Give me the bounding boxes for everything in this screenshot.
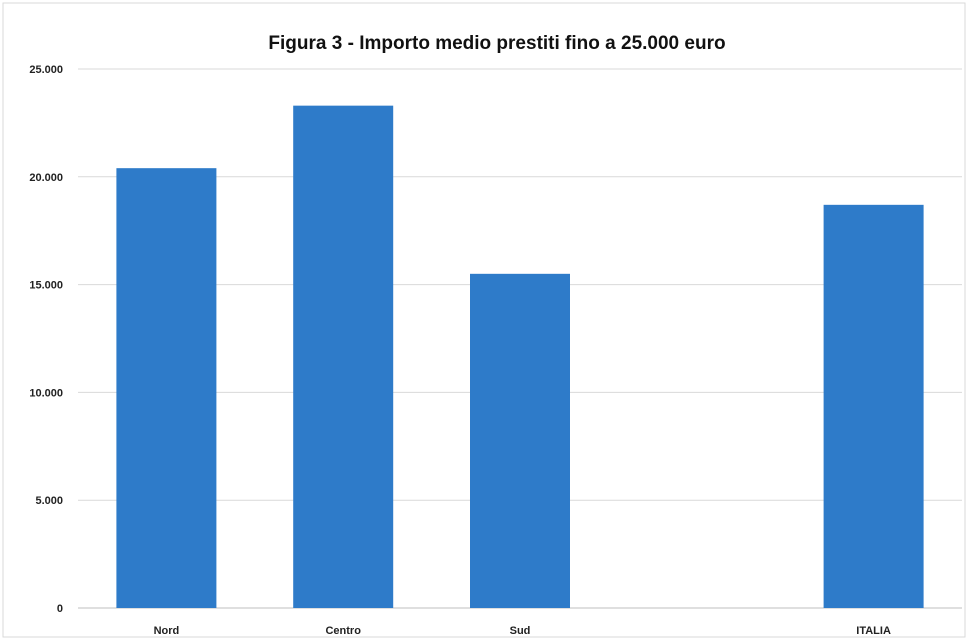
- bars: [116, 105, 924, 608]
- x-category-label: Nord: [154, 625, 180, 637]
- gridlines: [78, 68, 962, 609]
- y-axis-ticks: 0 5.000 10.000 15.000 20.000 25.000: [29, 64, 63, 615]
- x-category-label: ITALIA: [856, 625, 891, 637]
- chart-title: Figura 3 - Importo medio prestiti fino a…: [268, 33, 725, 54]
- bar-centro: [293, 105, 394, 608]
- x-category-label: Sud: [510, 625, 531, 637]
- bar-italia: [823, 204, 924, 608]
- y-tick-label: 10.000: [29, 387, 63, 399]
- x-axis-labels: Nord Centro Sud ITALIA: [154, 625, 891, 637]
- y-tick-label: 20.000: [29, 172, 63, 184]
- y-tick-label: 15.000: [29, 280, 63, 292]
- y-tick-label: 5.000: [35, 495, 63, 507]
- x-category-label: Centro: [325, 625, 361, 637]
- bar-nord: [116, 168, 217, 608]
- bar-sud: [470, 273, 570, 608]
- y-tick-label: 25.000: [29, 64, 63, 76]
- y-tick-label: 0: [57, 603, 63, 615]
